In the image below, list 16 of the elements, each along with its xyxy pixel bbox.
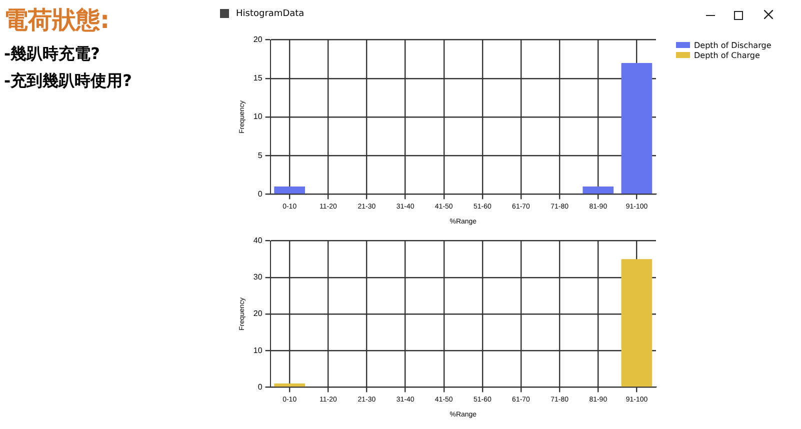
y-tick-label: 40: [253, 236, 263, 246]
y-tick-label: 5: [258, 150, 263, 160]
text: 電荷狀態:: [4, 5, 111, 36]
legend-label: Depth of Discharge: [694, 40, 772, 50]
chart-title: HistogramData: [236, 9, 304, 19]
y-tick-label: 10: [253, 346, 263, 355]
y-tick-label: 20: [253, 35, 263, 44]
y-tick-label: 30: [253, 272, 263, 282]
y-tick-label: 0: [258, 382, 263, 392]
text: -幾趴時充電?: [4, 44, 101, 65]
y-tick-label: 10: [253, 112, 263, 122]
legend-label: Depth of Charge: [694, 50, 760, 60]
y-tick-label: 0: [258, 189, 263, 198]
y-tick-label: 15: [253, 74, 263, 83]
y-tick-label: 20: [253, 309, 263, 318]
text: -充到幾趴時使用?: [4, 71, 133, 92]
